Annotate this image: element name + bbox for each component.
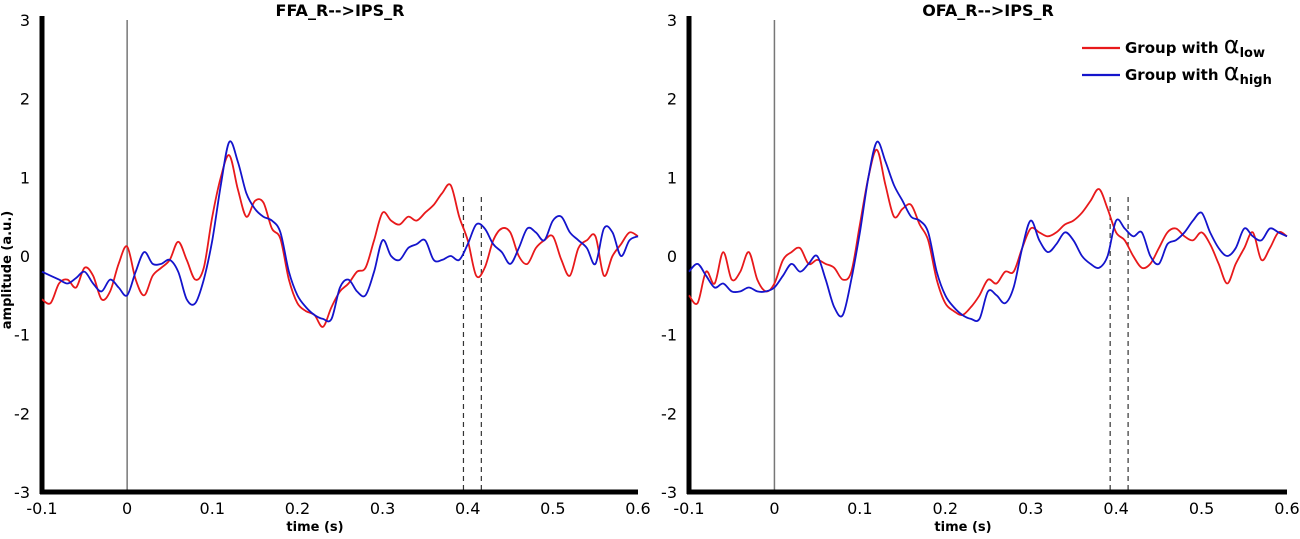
y-tick-label: -1 (14, 326, 30, 345)
chart-title: FFA_R-->IPS_R (276, 1, 405, 20)
panel-ffa-ips: FFA_R-->IPS_R 3 2 1 0 -1 -2 -3-0.1 0 0.1 0.2 0.3 0.4… (0, 1, 651, 535)
x-tick-label: 0.3 (1018, 499, 1043, 518)
legend-prefix: Group with (1125, 66, 1224, 84)
y-tick-label: 3 (667, 11, 677, 30)
legend-subscript: high (1240, 73, 1272, 88)
y-tick-label: 2 (667, 90, 677, 109)
y-tick-label: 2 (20, 90, 30, 109)
y-tick-label: 0 (667, 247, 677, 266)
y-tick-label: -3 (14, 483, 30, 502)
x-tick-label: 0.5 (1189, 499, 1214, 518)
legend-entry-label: Group with αlow (1125, 31, 1265, 61)
x-tick-label: 0 (769, 499, 779, 518)
legend-prefix: Group with (1125, 39, 1224, 57)
y-tick-label: 0 (20, 247, 30, 266)
legend-alpha-symbol: α (1224, 31, 1240, 59)
y-tick-label: -2 (661, 404, 677, 423)
y-tick-label: 1 (20, 168, 30, 187)
x-tick-label: 0.4 (1103, 499, 1128, 518)
legend-entry-label: Group with αhigh (1125, 58, 1272, 88)
y-tick-label: 3 (20, 11, 30, 30)
x-tick-label: 0.3 (370, 499, 395, 518)
x-tick-label: 0.1 (200, 499, 225, 518)
series-line-alpha-high (688, 140, 1288, 322)
x-tick-label: 0.6 (625, 499, 650, 518)
y-tick-label: -3 (661, 483, 677, 502)
x-tick-label: 0.5 (540, 499, 565, 518)
x-tick-label: -0.1 (673, 499, 704, 518)
chart-title: OFA_R-->IPS_R (922, 1, 1054, 20)
panel-ofa-ips: OFA_R-->IPS_R 3 2 1 0 -1 -2 -3-0.1 0 0.1 0.2 0.3 0.4… (661, 1, 1300, 535)
x-axis-label: time (s) (286, 520, 343, 535)
x-tick-label: 0.4 (455, 499, 480, 518)
series-line-alpha-high (41, 140, 639, 323)
y-axis-label: amplitude (a.u.) (0, 211, 15, 329)
legend-alpha-symbol: α (1224, 58, 1240, 86)
x-tick-label: 0.1 (847, 499, 872, 518)
series-line-alpha-low (688, 148, 1288, 317)
x-tick-label: 0.2 (933, 499, 958, 518)
x-tick-label: 0.6 (1274, 499, 1299, 518)
x-tick-label: 0 (122, 499, 132, 518)
legend-subscript: low (1240, 46, 1265, 61)
x-tick-label: -0.1 (26, 499, 57, 518)
x-axis-label: time (s) (934, 520, 991, 535)
y-tick-label: 1 (667, 168, 677, 187)
y-tick-label: -2 (14, 404, 30, 423)
series-line-alpha-low (41, 154, 639, 328)
x-tick-label: 0.2 (285, 499, 310, 518)
y-tick-label: -1 (661, 326, 677, 345)
